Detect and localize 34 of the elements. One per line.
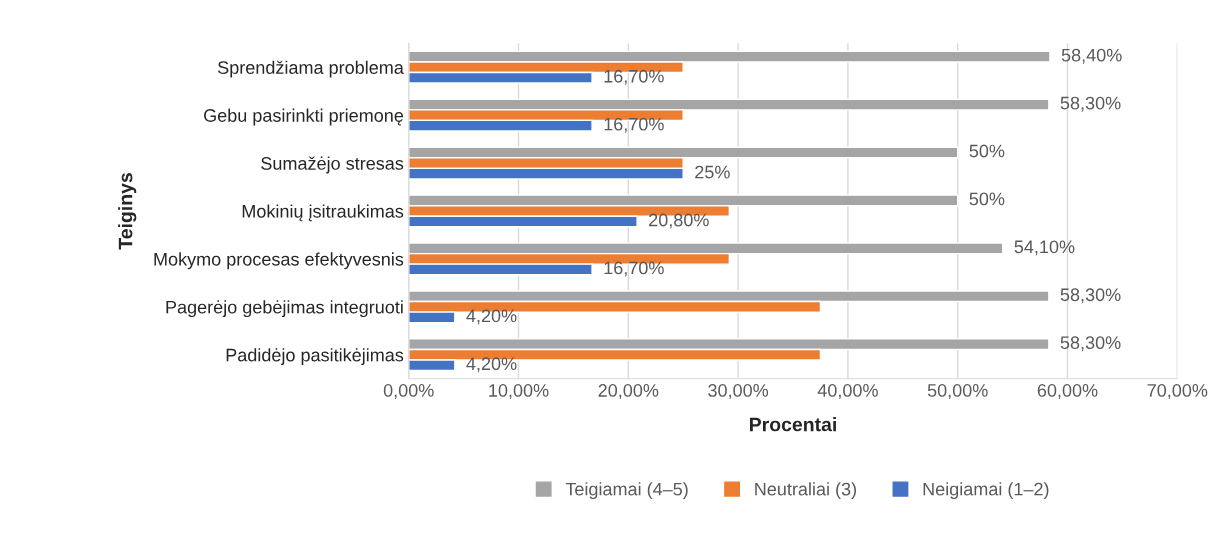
data-label: 16,70% xyxy=(604,261,664,277)
data-label: 25% xyxy=(695,165,730,179)
data-label: 58,40% xyxy=(1061,48,1122,64)
x-tick-label: 70,00% xyxy=(1147,384,1208,399)
data-label: 16,70% xyxy=(604,117,664,133)
x-tick-label: 40,00% xyxy=(817,384,878,399)
x-tick-label: 50,00% xyxy=(927,384,988,399)
legend-label: Teigiamai (4–5) xyxy=(565,482,688,500)
x-tick-label: 20,00% xyxy=(598,384,659,399)
data-label: 58,30% xyxy=(1060,336,1121,352)
y-tick-label: Padidėjo pasitikėjimas xyxy=(226,348,404,366)
data-label: 16,70% xyxy=(604,69,664,85)
y-tick-label: Sprendžiama problema xyxy=(218,60,404,78)
data-label: 4,20% xyxy=(466,357,517,373)
x-tick-label: 30,00% xyxy=(708,384,769,399)
data-label: 4,20% xyxy=(466,309,517,325)
x-tick-label: 60,00% xyxy=(1037,384,1098,399)
data-label: 58,30% xyxy=(1060,96,1121,112)
y-tick-label: Sumažėjo stresas xyxy=(261,156,404,174)
x-tick-label: 10,00% xyxy=(489,384,549,399)
legend-label: Neigiamai (1–2) xyxy=(923,482,1049,500)
y-tick-label: Gebu pasirinkti priemonę xyxy=(204,108,404,126)
data-label: 50% xyxy=(969,144,1005,158)
x-tick-label: 0,00% xyxy=(383,384,434,399)
y-axis-title: Teiginys xyxy=(118,173,137,250)
data-label: 54,10% xyxy=(1014,240,1075,256)
x-axis-title: Procentai xyxy=(750,417,836,432)
y-tick-label: Pagerėjo gebėjimas integruoti xyxy=(166,300,403,318)
data-label: 58,30% xyxy=(1060,288,1121,304)
data-label: 20,80% xyxy=(649,213,709,229)
legend-label: Neutraliai (3) xyxy=(755,482,856,500)
data-label: 50% xyxy=(969,192,1005,206)
y-tick-label: Mokymo procesas efektyvesnis xyxy=(154,252,404,270)
y-tick-label: Mokinių įsitraukimas xyxy=(242,204,404,222)
